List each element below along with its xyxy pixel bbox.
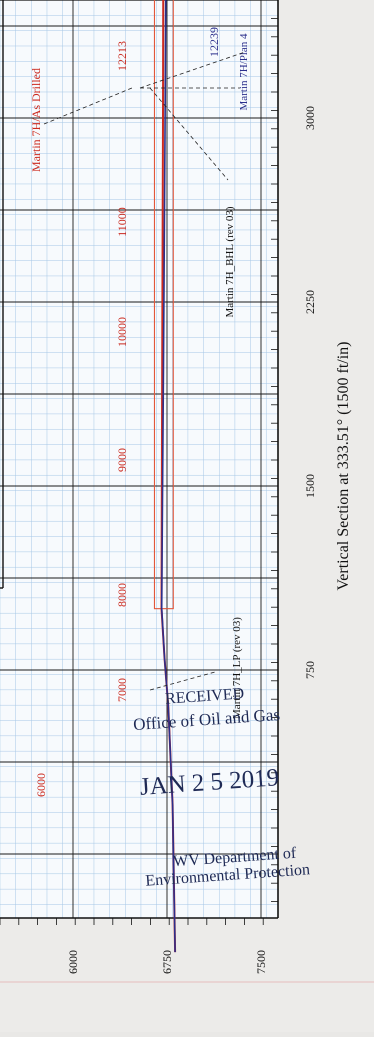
target-label-bhl: Martin 7H_BHL (rev 03) <box>224 206 236 317</box>
tvd-tick-label: 6000 <box>66 950 80 974</box>
md-label: 12213 <box>115 41 129 71</box>
md-label: 10000 <box>115 317 129 347</box>
md-label: 8000 <box>115 583 129 607</box>
vertical-section-tick-label: 3000 <box>303 106 317 130</box>
vertical-section-tick-label: 1500 <box>303 474 317 498</box>
md-label: 11000 <box>115 207 129 237</box>
md-label: 6000 <box>34 773 48 797</box>
axis-tick-labels: 7501500225030003750450052506000675060006… <box>66 106 317 974</box>
md-labels: 6000 7000 8000 9000 10000 11000 12213 12239 <box>34 27 221 797</box>
series-lines <box>160 0 177 953</box>
md-label: 9000 <box>115 448 129 472</box>
vertical-section-tick-label: 2250 <box>303 290 317 314</box>
target-label-lp: Martin 7H_LP (rev 03) <box>231 617 243 719</box>
md-label: 7000 <box>115 678 129 702</box>
series-line <box>160 0 176 953</box>
series-label-as-drilled: Martin 7H/As Drilled <box>29 68 43 172</box>
axis-ticks <box>0 0 278 925</box>
plot-area <box>0 0 278 918</box>
vertical-section-tick-label: 750 <box>303 661 317 679</box>
leader-line <box>149 671 216 691</box>
leader-line <box>43 87 133 125</box>
major-grid <box>0 0 278 918</box>
target-box <box>153 0 174 610</box>
minor-grid <box>0 0 278 918</box>
tvd-tick-label: 7500 <box>254 950 268 974</box>
stamp-received-text: RECEIVED <box>165 685 245 707</box>
md-label: 12239 <box>207 27 221 57</box>
series-label-plan: Martin 7H/Plan 4 <box>238 33 250 110</box>
leader-line <box>139 51 246 89</box>
leader-line <box>149 87 229 181</box>
tvd-tick-label: 6750 <box>160 950 174 974</box>
y-axis-label: Vertical Section at 333.51° (1500 ft/in) <box>335 341 352 590</box>
target-boxes <box>153 0 174 610</box>
annotations: Martin 7H/As Drilled Martin 7H/Plan 4 Mart… <box>29 33 250 719</box>
